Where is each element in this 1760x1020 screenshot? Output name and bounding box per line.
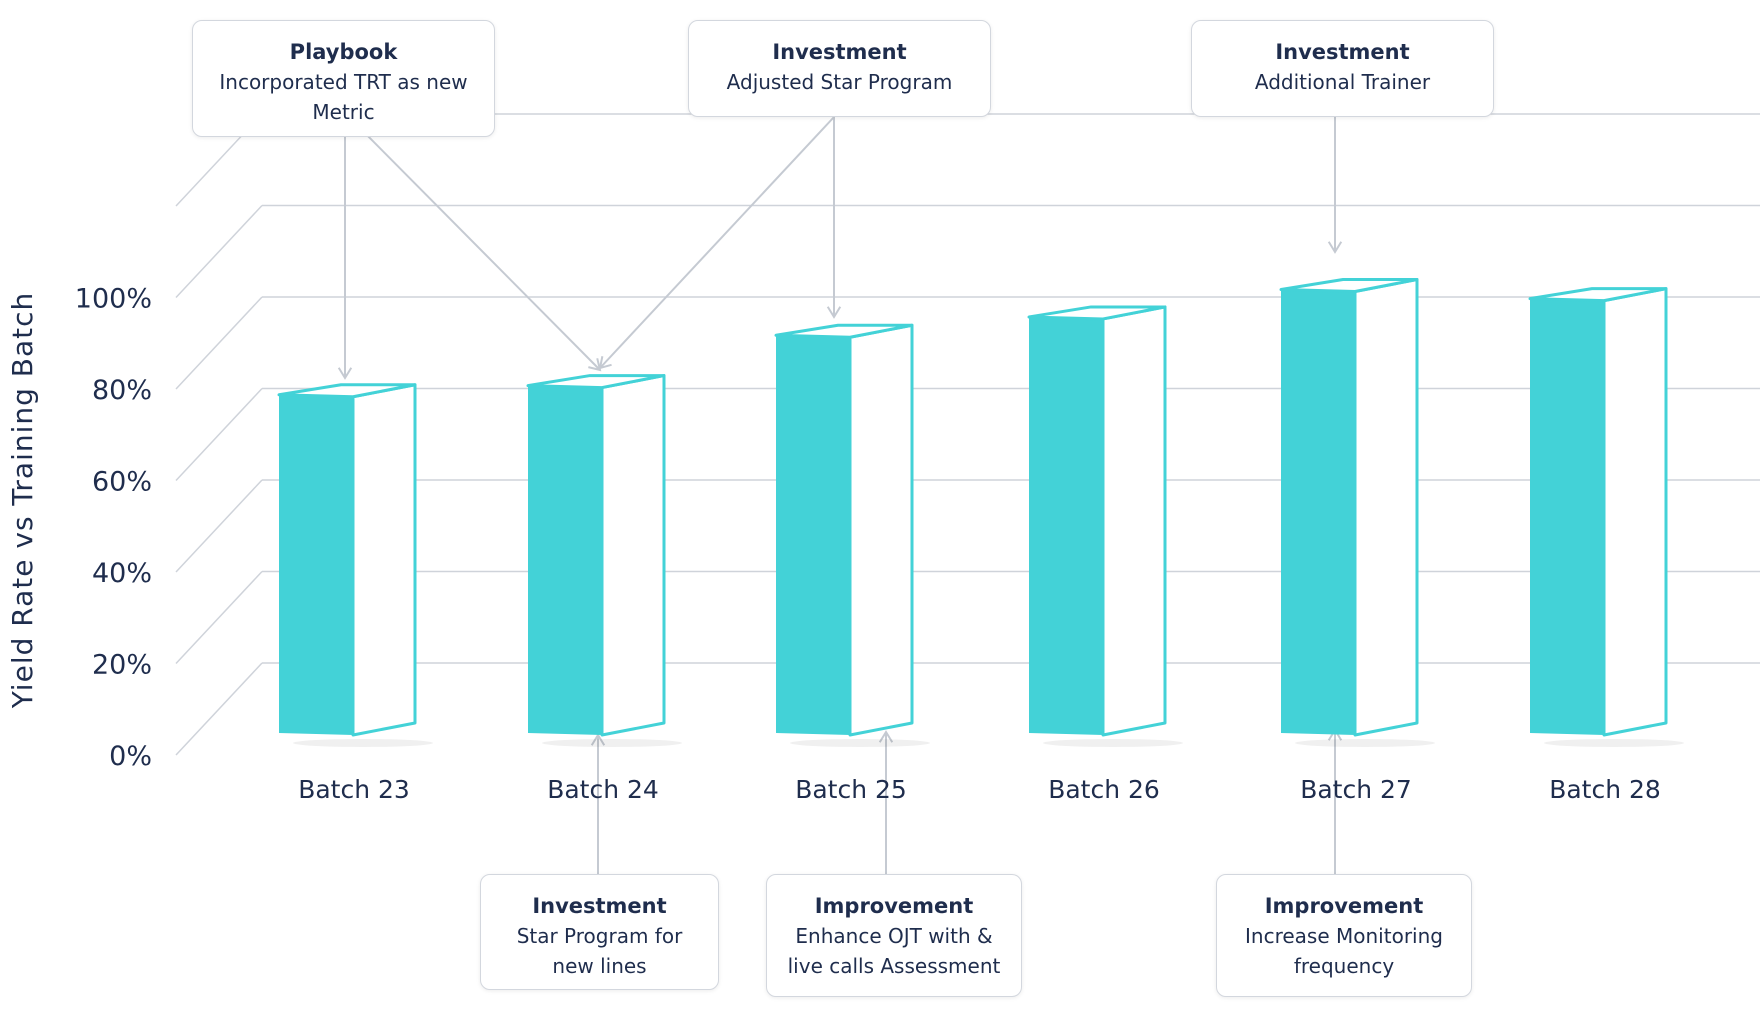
bar-batch-27 <box>1279 278 1435 747</box>
bars <box>277 278 1684 747</box>
annotation-improvement-ojt: Improvement Enhance OJT with & live call… <box>766 874 1022 997</box>
bar-front-face <box>1029 316 1103 735</box>
connector-line <box>351 119 601 371</box>
bar-front-face <box>1530 298 1604 735</box>
grid <box>175 113 1760 756</box>
bar-shadow <box>1295 739 1435 747</box>
bar-side-face <box>351 383 417 737</box>
bar-side-face <box>600 374 666 737</box>
grid-depth-line <box>175 204 263 299</box>
annotation-text: Increase Monitoring frequency <box>1245 924 1443 978</box>
bar-side-face <box>1101 305 1167 737</box>
annotation-title: Investment <box>1275 40 1410 64</box>
connector-arrowhead <box>588 358 602 372</box>
y-tick-label: 20% <box>92 650 152 681</box>
bar-batch-25 <box>774 323 930 747</box>
grid-depth-line <box>175 387 263 482</box>
y-axis-ticks: 0% 20% 40% 60% 80% 100% <box>75 284 152 773</box>
bar-batch-26 <box>1027 305 1183 747</box>
bar-front-face <box>1281 289 1355 735</box>
annotation-investment-star-program: Investment Adjusted Star Program <box>688 20 991 117</box>
annotation-text: Enhance OJT with & live calls Assessment <box>787 924 1001 978</box>
annotation-text: Additional Trainer <box>1254 70 1431 94</box>
bar-batch-23 <box>277 383 433 747</box>
bar-shadow <box>790 739 930 747</box>
annotation-title: Improvement <box>1264 894 1424 918</box>
connector-arrowhead <box>337 367 353 380</box>
bar-top-face <box>1528 287 1668 303</box>
annotation-improvement-monitoring: Improvement Increase Monitoring frequenc… <box>1216 874 1472 997</box>
grid-depth-line <box>175 662 263 756</box>
grid-depth-line <box>175 570 263 665</box>
x-category-label: Batch 25 <box>795 775 907 804</box>
y-tick-label: 40% <box>92 558 152 589</box>
y-axis-title: Yield Rate vs Training Batch <box>6 292 39 710</box>
bar-top-face <box>1279 278 1419 293</box>
connector-arrowhead <box>590 733 606 746</box>
bar-top-face <box>526 374 666 390</box>
bar-front-face <box>528 385 602 735</box>
x-category-label: Batch 27 <box>1300 775 1412 804</box>
annotation-investment-trainer: Investment Additional Trainer <box>1191 20 1494 117</box>
bar-batch-24 <box>526 374 682 747</box>
connector-arrowhead <box>878 730 894 743</box>
connector-line <box>599 116 835 369</box>
bar-shadow <box>1043 739 1183 747</box>
annotation-playbook-trt: Playbook Incorporated TRT as new Metric <box>192 20 495 137</box>
annotation-text: Adjusted Star Program <box>726 70 953 94</box>
bar-side-face <box>1353 278 1419 737</box>
x-category-label: Batch 28 <box>1549 775 1661 804</box>
grid-depth-line <box>175 479 263 573</box>
bar-shadow <box>1544 739 1684 747</box>
bar-batch-28 <box>1528 287 1684 747</box>
bar-top-face <box>277 383 417 399</box>
bar-shadow <box>542 739 682 747</box>
bar-side-face <box>1602 287 1668 737</box>
connector-arrowhead <box>598 356 612 370</box>
grid-depth-line <box>175 296 263 390</box>
x-category-label: Batch 26 <box>1048 775 1160 804</box>
annotation-investment-new-lines: Investment Star Program for new lines <box>480 874 719 990</box>
bar-front-face <box>279 394 353 735</box>
annotation-title: Improvement <box>814 894 974 918</box>
y-tick-label: 0% <box>109 741 152 772</box>
annotation-text: Incorporated TRT as new Metric <box>219 70 468 124</box>
connector-arrowhead <box>826 306 842 319</box>
y-tick-label: 100% <box>75 284 152 315</box>
annotation-text: Star Program for new lines <box>516 924 683 978</box>
annotation-connectors <box>337 75 1343 874</box>
x-category-label: Batch 24 <box>547 775 659 804</box>
annotation-title: Investment <box>532 894 667 918</box>
bar-top-face <box>774 323 914 339</box>
x-category-label: Batch 23 <box>298 775 410 804</box>
bar-shadow <box>293 739 433 747</box>
connector-arrowhead <box>1327 241 1343 254</box>
x-axis-categories: Batch 23 Batch 24 Batch 25 Batch 26 Batch 27… <box>298 775 1661 804</box>
y-tick-label: 60% <box>92 467 152 498</box>
y-tick-label: 80% <box>92 375 152 406</box>
bar-front-face <box>776 335 850 735</box>
bar-top-face <box>1027 305 1167 321</box>
annotation-title: Investment <box>772 40 907 64</box>
annotation-title: Playbook <box>289 40 398 64</box>
bar-side-face <box>848 323 914 737</box>
